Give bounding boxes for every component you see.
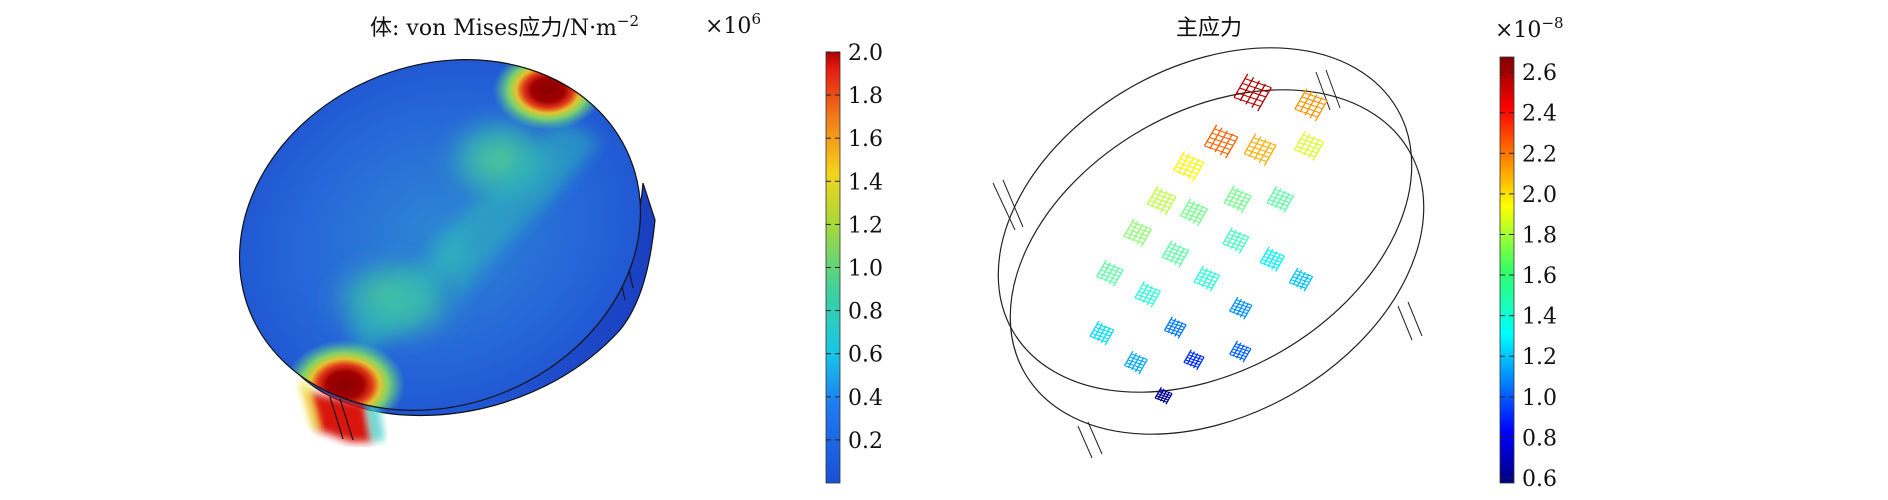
stress-arrow-glyph	[1294, 88, 1328, 122]
right-tick-label: 2.2	[1522, 142, 1557, 167]
left-tick-label: 0.4	[848, 386, 883, 411]
left-tick-label: 1.8	[848, 84, 883, 109]
left-colorbar-multiplier: ×106	[705, 10, 761, 39]
stress-arrow-glyph	[1229, 340, 1252, 363]
right-colorbar-multiplier: ×10−8	[1495, 14, 1564, 43]
right-tick-label: 0.6	[1522, 467, 1557, 492]
left-tick-label: 1.0	[848, 257, 883, 282]
right-colorbar: ×10−8 2.6 2.4 2.2 2.0 1.8 1.6 1.4 1.2 1.0 0.8 0.6	[1495, 14, 1564, 492]
stress-arrow-glyph	[1123, 218, 1152, 247]
stress-arrow-glyph	[1203, 124, 1239, 159]
disc-model	[238, 50, 656, 442]
left-tick-label: 1.4	[848, 170, 883, 195]
left-tick-label: 2.0	[848, 41, 883, 66]
left-tick-label: 1.2	[848, 213, 883, 238]
left-tick-label: 1.6	[848, 127, 883, 152]
right-tick-label: 2.4	[1522, 102, 1557, 127]
stress-arrow-glyph	[1154, 387, 1173, 405]
stress-arrow-glyph	[1096, 259, 1124, 287]
disc-top-face	[239, 59, 641, 411]
right-tick-label: 1.8	[1522, 223, 1557, 248]
stress-arrow-glyph	[1089, 320, 1115, 346]
right-tick-label: 1.2	[1522, 345, 1557, 370]
stress-arrow-glyph	[1183, 349, 1205, 371]
right-tick-label: 2.6	[1522, 61, 1557, 86]
stress-arrow-glyph	[1243, 133, 1277, 166]
stress-arrow-glyph	[1163, 316, 1187, 339]
stress-arrow-glyph	[1293, 130, 1325, 161]
stress-arrow-glyph	[1161, 240, 1190, 268]
left-colorbar-ticks: 2.0 1.8 1.6 1.4 1.2 1.0 0.8 0.6 0.4 0.2	[826, 41, 883, 454]
wireframe-top-edge	[997, 47, 1413, 393]
side-hotspot	[308, 392, 372, 442]
right-panel: 主应力 ×10−8 2.6 2.4 2.2 2.0 1.8 1.6 1.4 1.2 1.0 0.8…	[992, 14, 1564, 492]
stress-arrow-glyph	[1146, 185, 1177, 216]
top-hotspot-upper	[493, 50, 603, 130]
left-tick-label: 0.6	[848, 343, 883, 368]
wireframe-bottom-edge	[1009, 89, 1425, 435]
right-tick-label: 2.0	[1522, 183, 1557, 208]
right-tick-label: 1.4	[1522, 305, 1557, 330]
stress-arrow-glyph	[1233, 73, 1272, 112]
left-panel-title: 体: von Mises应力/N·m−2	[370, 12, 639, 41]
right-tick-label: 1.0	[1522, 386, 1557, 411]
stress-arrow-glyph	[1223, 185, 1252, 214]
right-colorbar-ticks: 2.6 2.4 2.2 2.0 1.8 1.6 1.4 1.2 1.0 0.8 0.6	[1500, 61, 1557, 492]
right-tick-label: 0.8	[1522, 426, 1557, 451]
stress-arrow-glyph	[1222, 227, 1250, 254]
stress-arrow-glyph	[1134, 281, 1161, 308]
stress-arrow-glyph	[1266, 185, 1295, 213]
left-panel: 体: von Mises应力/N·m−2	[238, 10, 883, 484]
stress-arrow-glyph	[1288, 267, 1314, 292]
left-tick-label: 0.2	[848, 429, 883, 454]
right-colorbar-scale	[1499, 56, 1515, 484]
right-tick-label: 1.6	[1522, 264, 1557, 289]
stress-arrow-glyph	[1123, 350, 1148, 375]
left-tick-label: 0.8	[848, 300, 883, 325]
right-panel-title: 主应力	[1176, 16, 1242, 41]
stress-arrow-glyph	[1179, 198, 1209, 227]
left-colorbar: ×106 2.0 1.8 1.6 1.4 1.2 1.0 0.8 0.6 0.4 0.2	[705, 10, 883, 484]
wireframe-disc	[992, 47, 1425, 459]
stress-arrow-glyph	[1229, 296, 1253, 320]
principal-stress-arrows	[1089, 73, 1328, 405]
stress-arrow-glyph	[1259, 246, 1286, 272]
stress-arrow-glyph	[1173, 150, 1205, 182]
stress-arrow-glyph	[1193, 265, 1221, 292]
